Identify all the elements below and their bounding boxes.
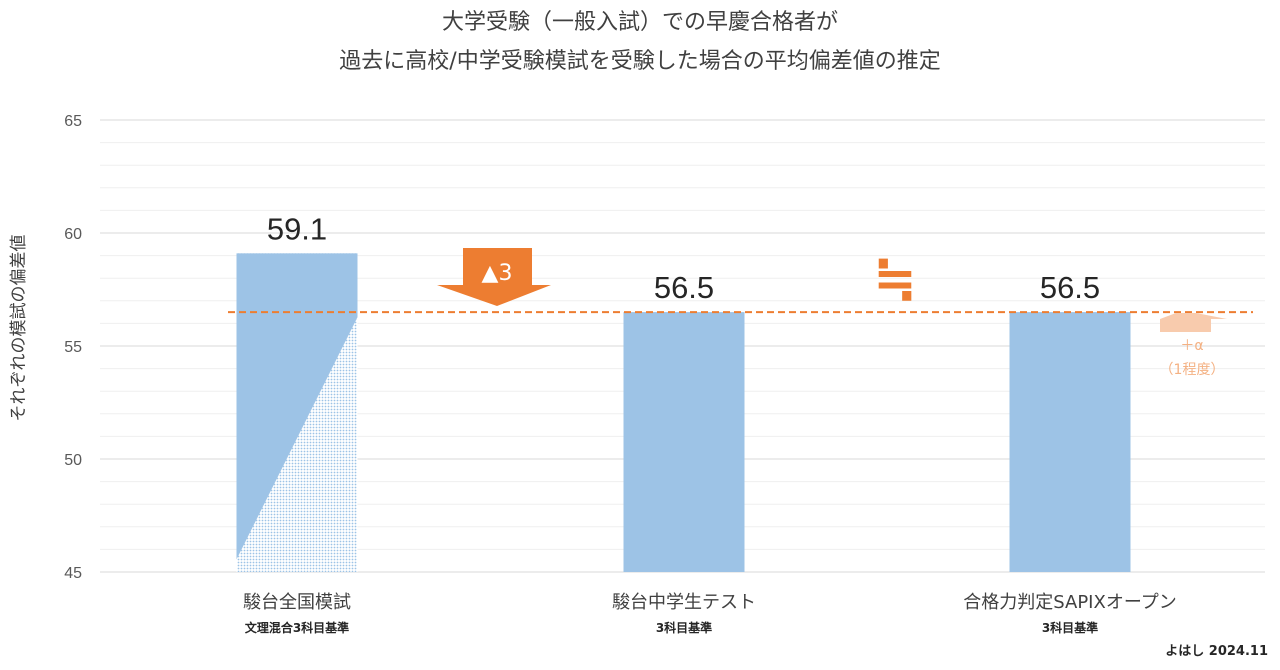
- chart-title-line-1: 大学受験（一般入試）での早慶合格者が: [442, 10, 838, 35]
- bar: [1009, 312, 1131, 572]
- category-label: 合格力判定SAPIXオープン: [963, 592, 1177, 613]
- up-arrow-icon: [1160, 313, 1227, 332]
- y-tick-label: 65: [64, 113, 82, 130]
- category-sublabel: 3科目基準: [1042, 620, 1098, 635]
- plus-alpha-label: ＋α: [1180, 338, 1203, 354]
- approx-equal-icon: ≒: [873, 249, 917, 309]
- down-arrow-icon: [437, 248, 551, 306]
- credit: よはし 2024.11: [1165, 644, 1268, 659]
- down-arrow-label: ▲3: [482, 261, 513, 286]
- bar-value-label: 59.1: [267, 211, 327, 246]
- category-sublabel: 文理混合3科目基準: [245, 620, 349, 635]
- y-tick-label: 50: [64, 452, 82, 469]
- category-sublabel: 3科目基準: [656, 620, 712, 635]
- y-tick-label: 60: [64, 226, 82, 243]
- y-tick-label: 45: [64, 565, 82, 582]
- plus-alpha-note: （1程度）: [1160, 362, 1225, 378]
- bars: [236, 253, 1131, 572]
- bar: [623, 312, 745, 572]
- y-tick-label: 55: [64, 339, 82, 356]
- category-label: 駿台全国模試: [243, 592, 351, 613]
- down-arrow-annotation: ▲3: [437, 248, 551, 306]
- plus-alpha-annotation: ＋α （1程度）: [1160, 313, 1227, 378]
- chart-title-line-2: 過去に高校/中学受験模試を受験した場合の平均偏差値の推定: [339, 49, 940, 74]
- y-axis-label: それぞれの模試の偏差値: [9, 235, 29, 422]
- bar-solid-part: [236, 253, 358, 560]
- bar-value-label: 56.5: [654, 270, 714, 305]
- category-label: 駿台中学生テスト: [612, 592, 756, 613]
- y-axis-ticks: 45 50 55 60 65: [64, 113, 82, 582]
- bar-value-label: 56.5: [1040, 270, 1100, 305]
